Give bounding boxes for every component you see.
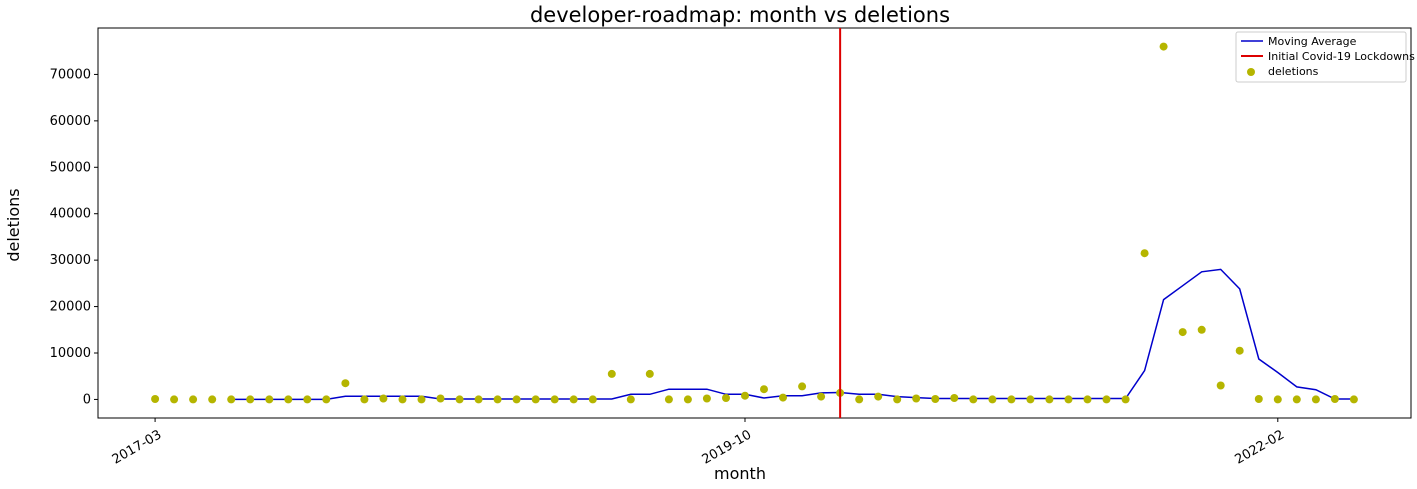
deletions-point [1292,395,1301,404]
plot-area [97,27,1412,419]
deletions-point [246,395,255,404]
deletions-point [874,392,883,401]
deletions-point [1159,42,1168,51]
deletions-point [607,369,616,378]
deletions-point [1026,395,1035,404]
deletions-point [227,395,236,404]
deletions-series [151,42,1358,404]
deletions-point [969,395,978,404]
deletions-point [760,385,768,394]
deletions-point [1064,395,1073,404]
deletions-point [588,395,597,404]
deletions-point [341,379,350,388]
deletions-point [170,395,179,404]
legend: Moving Average Initial Covid-19 Lockdown… [1235,31,1415,83]
y-tick-label: 70000 [50,67,91,82]
deletions-point [988,395,997,404]
deletions-point [702,394,711,403]
deletions-point [322,395,331,404]
y-axis-label: deletions [4,188,23,261]
deletions-point [798,382,807,391]
deletions-point [1045,395,1054,404]
deletions-point [550,395,559,404]
legend-moving-average-label: Moving Average [1268,35,1357,48]
deletions-point [912,394,921,403]
deletions-point [398,395,407,404]
legend-lockdown-label: Initial Covid-19 Lockdowns [1268,50,1415,63]
y-axis: 0 10000 20000 30000 40000 50000 60000 70000 [50,67,98,407]
deletions-point [569,395,578,404]
deletions-point [817,392,826,401]
y-tick-label: 30000 [50,253,91,268]
y-tick-label: 10000 [50,346,91,361]
legend-deletions-swatch [1247,68,1255,76]
deletions-point [950,394,959,402]
deletions-point [1216,381,1225,390]
deletions-point [436,394,445,403]
deletions-point [360,395,369,404]
deletions-point [284,395,293,404]
y-tick-label: 60000 [50,114,91,129]
moving-average-series [231,268,1354,401]
deletions-point [493,395,502,404]
y-tick-label: 50000 [50,160,91,175]
deletions-point [512,395,521,404]
deletions-point [1140,249,1149,258]
deletions-point [1254,395,1263,403]
deletions-point [1197,325,1206,334]
x-axis-label: month [714,464,766,483]
deletions-point [1349,395,1358,404]
deletions-point [855,395,864,404]
chart-title: developer-roadmap: month vs deletions [530,3,950,27]
deletions-point [455,395,464,404]
deletions-point [417,395,426,404]
deletions-point [1178,328,1187,337]
y-tick-label: 40000 [50,207,91,222]
deletions-point [645,369,654,378]
deletions-point [1311,395,1320,404]
moving-average-line [231,268,1354,401]
deletions-point [626,395,635,404]
deletions-point [1330,395,1339,403]
x-tick-label: 2017-03 [110,427,165,467]
deletions-point [531,395,540,404]
deletions-point [722,394,730,402]
deletions-point [208,395,217,404]
deletions-point [189,395,198,404]
deletions-point [379,394,388,403]
x-tick-label: 2022-02 [1232,427,1287,467]
deletions-point [664,395,673,404]
deletions-point [1121,395,1130,404]
deletions-point [1235,346,1244,355]
deletions-point [1007,395,1016,404]
y-tick-label: 0 [83,392,91,407]
deletions-point [893,395,902,404]
deletions-point [1102,395,1111,404]
deletions-point [1083,395,1092,404]
legend-deletions-label: deletions [1268,65,1319,78]
deletions-point [931,395,940,403]
deletions-point [303,395,312,404]
legend-box [1235,31,1407,83]
deletions-point [741,391,749,400]
deletions-point [265,395,274,404]
y-tick-label: 20000 [50,300,91,315]
deletions-point [683,395,692,404]
x-tick-label: 2019-10 [700,427,755,467]
x-axis: 2017-03 2019-10 2022-02 [110,418,1287,468]
deletions-point [779,393,787,402]
deletions-point [151,395,160,403]
deletions-point [1273,395,1282,404]
deletions-point [474,395,483,404]
